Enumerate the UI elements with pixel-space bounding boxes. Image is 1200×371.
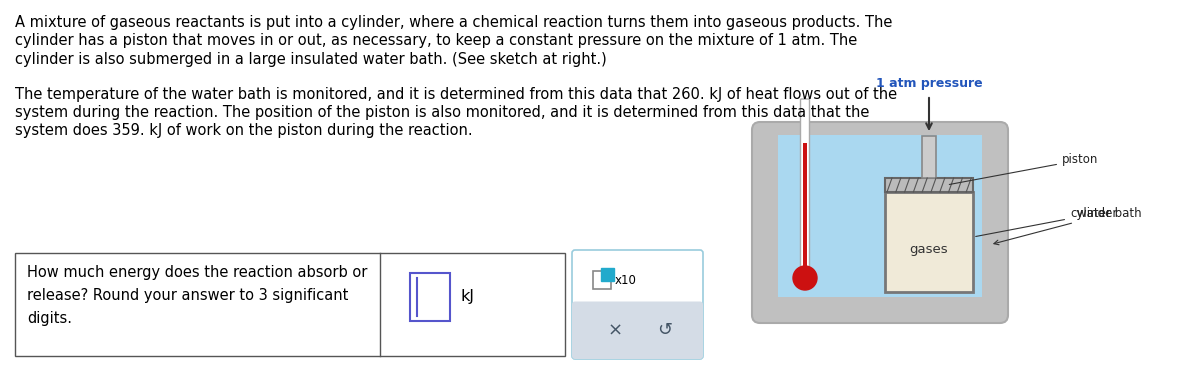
FancyBboxPatch shape: [572, 250, 703, 359]
Text: cylinder has a piston that moves in or out, as necessary, to keep a constant pre: cylinder has a piston that moves in or o…: [14, 33, 857, 49]
Text: cylinder: cylinder: [976, 207, 1117, 236]
FancyBboxPatch shape: [778, 135, 982, 297]
Text: How much energy does the reaction absorb or
release? Round your answer to 3 sign: How much energy does the reaction absorb…: [28, 265, 367, 326]
Text: The temperature of the water bath is monitored, and it is determined from this d: The temperature of the water bath is mon…: [14, 86, 898, 102]
Text: piston: piston: [949, 154, 1098, 184]
Text: ↺: ↺: [658, 321, 672, 339]
Text: A mixture of gaseous reactants is put into a cylinder, where a chemical reaction: A mixture of gaseous reactants is put in…: [14, 15, 893, 30]
Text: 1 atm pressure: 1 atm pressure: [876, 77, 983, 90]
Text: gases: gases: [910, 243, 948, 256]
Circle shape: [793, 266, 817, 290]
FancyBboxPatch shape: [886, 192, 973, 292]
FancyBboxPatch shape: [886, 178, 973, 192]
FancyBboxPatch shape: [800, 99, 810, 272]
FancyBboxPatch shape: [572, 302, 703, 359]
Text: system does 359. kJ of work on the piston during the reaction.: system does 359. kJ of work on the pisto…: [14, 124, 473, 138]
Text: ×: ×: [607, 321, 623, 339]
FancyBboxPatch shape: [752, 122, 1008, 323]
FancyBboxPatch shape: [803, 143, 808, 271]
Text: water bath: water bath: [994, 207, 1141, 245]
Polygon shape: [601, 268, 614, 281]
Text: kJ: kJ: [460, 289, 474, 305]
Polygon shape: [410, 273, 450, 321]
Text: x10: x10: [616, 273, 637, 286]
Polygon shape: [593, 271, 611, 289]
Text: system during the reaction. The position of the piston is also monitored, and it: system during the reaction. The position…: [14, 105, 869, 120]
FancyBboxPatch shape: [922, 136, 936, 178]
Text: cylinder is also submerged in a large insulated water bath. (See sketch at right: cylinder is also submerged in a large in…: [14, 52, 607, 67]
